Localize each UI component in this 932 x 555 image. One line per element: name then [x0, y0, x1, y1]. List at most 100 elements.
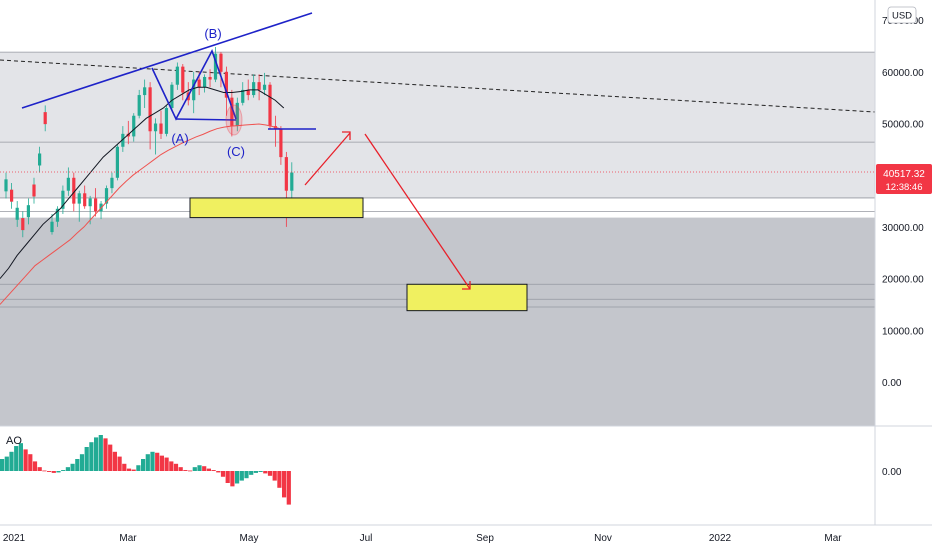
candle: [257, 74, 261, 101]
ao-bar: [32, 461, 38, 471]
wave-highlight: [225, 104, 243, 136]
projection-up-arrowhead: [342, 131, 351, 140]
ao-bar: [14, 446, 19, 471]
candle: [203, 74, 207, 93]
candle: [175, 62, 179, 90]
candle: [164, 105, 169, 137]
candle: [26, 198, 30, 225]
x-tick-label: Mar: [824, 533, 842, 544]
candle: [268, 82, 272, 129]
y-tick-label: 60000.00: [882, 68, 924, 79]
candle: [279, 126, 283, 165]
ao-bar: [253, 471, 258, 473]
ma-long-line: [0, 123, 281, 305]
ao-bar: [23, 449, 28, 471]
ao-bar: [56, 471, 61, 473]
ao-bar: [75, 459, 80, 471]
wave-neckline: [175, 118, 237, 121]
x-tick-label: Mar: [119, 533, 137, 544]
candle: [15, 201, 19, 227]
ao-bar: [0, 459, 5, 471]
x-tick-label: Nov: [594, 533, 612, 544]
candle: [61, 185, 65, 214]
ao-bar: [263, 471, 268, 474]
ao-bar: [51, 471, 56, 473]
candle: [153, 118, 158, 155]
wave-trend-line: [21, 12, 313, 109]
wave-label: (C): [227, 144, 245, 159]
ao-bar: [150, 451, 155, 471]
projection-up-line: [304, 132, 351, 186]
ao-bar: [192, 467, 197, 471]
ao-bar: [282, 471, 287, 498]
y-tick-label: 50000.00: [882, 120, 924, 131]
ao-bar: [131, 469, 136, 471]
candle: [219, 52, 223, 88]
target-box-1: [189, 197, 364, 219]
y-tick-label: 20000.00: [882, 275, 924, 286]
ao-bar: [244, 471, 249, 479]
ao-bar: [65, 467, 70, 471]
ao-bar: [136, 465, 141, 471]
ao-pane[interactable]: AO: [0, 435, 291, 505]
ao-bar: [258, 471, 263, 472]
candle: [66, 167, 70, 196]
candle: [55, 206, 60, 227]
last-price-tag: 40517.32 12:38:46: [876, 164, 932, 194]
wave-label: (B): [204, 26, 221, 41]
candle: [137, 89, 141, 119]
candle: [262, 72, 267, 96]
ao-axis[interactable]: 0.00: [882, 467, 902, 478]
candle: [32, 177, 36, 204]
ao-bar: [4, 456, 9, 471]
light-zone: [0, 52, 875, 198]
ao-bar: [126, 468, 132, 471]
ao-bar: [169, 461, 174, 471]
ao-bar: [47, 471, 52, 472]
ao-bar: [206, 468, 211, 471]
ao-bar: [42, 470, 47, 472]
candle: [4, 172, 8, 199]
ao-bar: [211, 470, 216, 471]
candle: [115, 144, 119, 181]
projection-down-line: [364, 133, 471, 290]
price-pane[interactable]: (A) (B) (C): [0, 12, 876, 426]
candle: [170, 82, 174, 111]
ao-bar: [28, 454, 33, 471]
ao-bar: [155, 452, 160, 471]
ao-bar: [18, 443, 23, 471]
currency-badge[interactable]: USD: [887, 6, 917, 24]
grey-zone: [0, 217, 875, 426]
ao-bar: [230, 471, 235, 487]
ao-bar: [94, 437, 99, 471]
candle: [159, 110, 163, 140]
ao-bar: [89, 442, 94, 471]
x-tick-label: 2021: [3, 533, 26, 544]
ao-bar: [220, 471, 226, 477]
projection-down-arrowhead: [462, 281, 471, 290]
candle: [10, 182, 14, 209]
x-tick-label: 2022: [709, 533, 732, 544]
last-price-value: 40517.32: [883, 169, 925, 180]
time-axis[interactable]: 2021 Mar May Jul Sep Nov 2022 Mar: [0, 524, 932, 544]
ao-bar: [108, 444, 113, 471]
ao-bar: [267, 471, 273, 476]
projection-arrows: [304, 131, 471, 290]
ao-bar: [225, 471, 230, 483]
ao-bar: [188, 470, 193, 472]
wave-pattern: (A) (B) (C): [21, 12, 316, 159]
ao-bar: [164, 457, 169, 471]
candle: [110, 172, 114, 194]
candle: [252, 74, 256, 98]
ao-bar: [9, 451, 14, 471]
y-tick-label: 30000.00: [882, 223, 924, 234]
candle: [213, 46, 218, 83]
candle: [104, 185, 109, 209]
ao-bar: [272, 471, 277, 481]
y-tick-label: 10000.00: [882, 326, 924, 337]
ao-bar: [98, 435, 103, 471]
candle: [50, 213, 54, 235]
candle: [192, 71, 196, 114]
ao-bar: [235, 471, 240, 484]
